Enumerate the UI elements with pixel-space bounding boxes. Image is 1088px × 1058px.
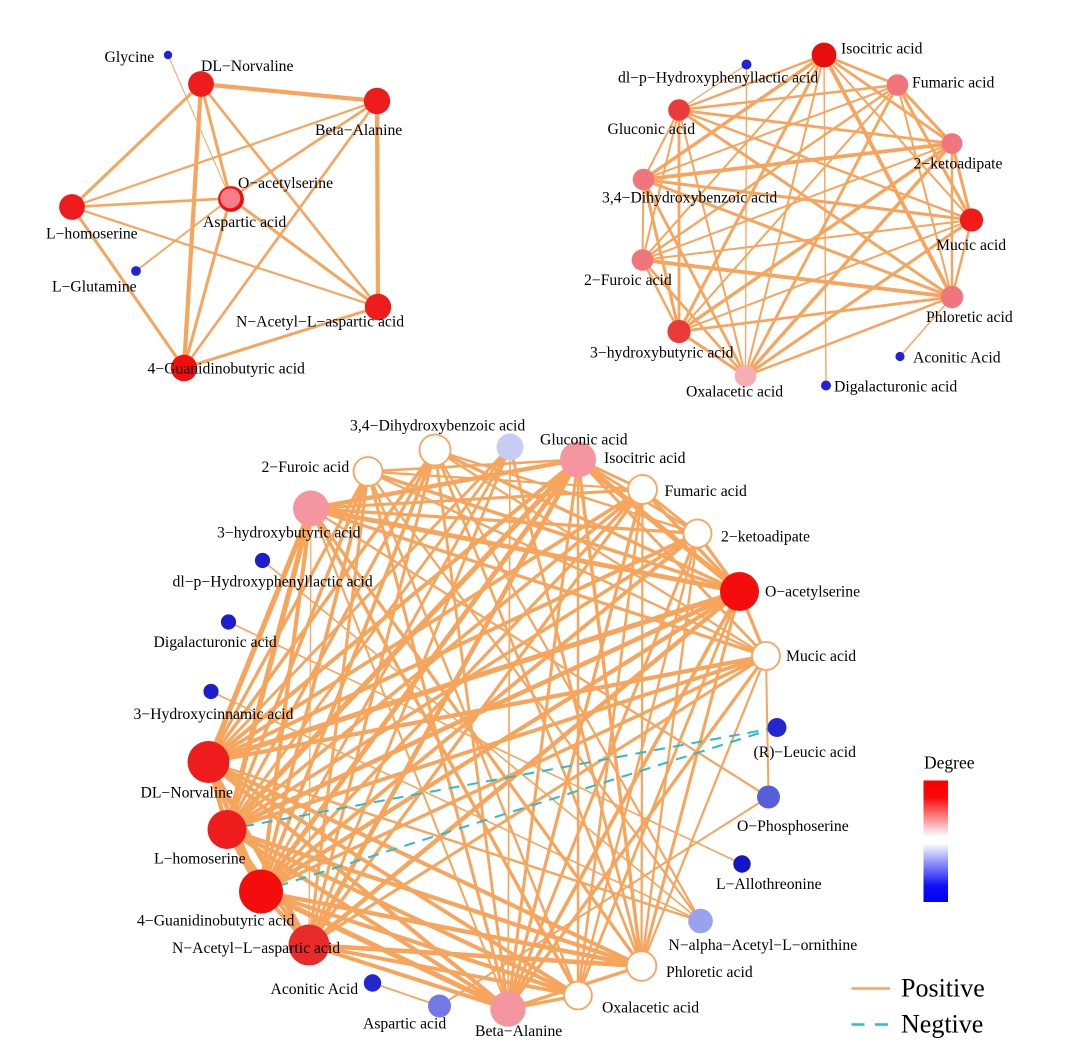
svg-text:Aspartic acid: Aspartic acid: [363, 1016, 446, 1033]
svg-text:Oxalacetic acid: Oxalacetic acid: [602, 1000, 699, 1017]
svg-text:2−ketoadipate: 2−ketoadipate: [914, 156, 1003, 173]
svg-text:Degree: Degree: [924, 753, 975, 773]
svg-text:Isocitric acid: Isocitric acid: [604, 450, 686, 467]
svg-text:Gluconic acid: Gluconic acid: [608, 121, 696, 138]
svg-text:Negtive: Negtive: [901, 1010, 983, 1039]
svg-text:Mucic acid: Mucic acid: [936, 237, 1006, 254]
svg-text:Digalacturonic acid: Digalacturonic acid: [154, 634, 277, 651]
svg-text:3−hydroxybutyric acid: 3−hydroxybutyric acid: [590, 345, 734, 362]
svg-text:DL−Norvaline: DL−Norvaline: [201, 58, 294, 75]
svg-text:O−acetylserine: O−acetylserine: [765, 584, 860, 601]
svg-text:N−alpha−Acetyl−L−ornithine: N−alpha−Acetyl−L−ornithine: [669, 937, 858, 954]
svg-text:2−ketoadipate: 2−ketoadipate: [721, 529, 810, 546]
svg-text:Aconitic Acid: Aconitic Acid: [913, 350, 1001, 367]
svg-text:Isocitric acid: Isocitric acid: [841, 41, 923, 58]
svg-text:Phloretic acid: Phloretic acid: [926, 309, 1013, 326]
svg-text:dl−p−Hydroxyphenyllactic acid: dl−p−Hydroxyphenyllactic acid: [618, 70, 818, 87]
svg-text:DL−Norvaline: DL−Norvaline: [141, 785, 234, 802]
svg-text:Oxalacetic acid: Oxalacetic acid: [686, 384, 783, 401]
svg-text:3−hydroxybutyric acid: 3−hydroxybutyric acid: [217, 525, 361, 542]
svg-text:2−Furoic acid: 2−Furoic acid: [262, 459, 350, 476]
svg-text:Gluconic acid: Gluconic acid: [540, 432, 628, 449]
svg-text:O−Phosphoserine: O−Phosphoserine: [737, 818, 849, 835]
svg-text:Glycine: Glycine: [105, 49, 155, 66]
svg-text:L−homoserine: L−homoserine: [46, 226, 138, 243]
svg-text:Fumaric acid: Fumaric acid: [665, 483, 747, 500]
svg-text:Mucic acid: Mucic acid: [786, 648, 856, 665]
svg-text:3,4−Dihydroxybenzoic acid: 3,4−Dihydroxybenzoic acid: [602, 190, 777, 207]
svg-text:3−Hydroxycinnamic acid: 3−Hydroxycinnamic acid: [134, 706, 294, 723]
svg-text:dl−p−Hydroxyphenyllactic acid: dl−p−Hydroxyphenyllactic acid: [173, 574, 373, 591]
svg-text:3,4−Dihydroxybenzoic acid: 3,4−Dihydroxybenzoic acid: [350, 418, 525, 435]
svg-text:L−Allothreonine: L−Allothreonine: [716, 876, 822, 893]
svg-text:N−Acetyl−L−aspartic acid: N−Acetyl−L−aspartic acid: [236, 314, 404, 331]
svg-text:Beta−Alanine: Beta−Alanine: [475, 1023, 562, 1040]
svg-text:2−Furoic acid: 2−Furoic acid: [584, 272, 672, 289]
svg-text:O−acetylserine: O−acetylserine: [238, 175, 333, 192]
svg-text:Fumaric acid: Fumaric acid: [912, 75, 994, 92]
svg-text:N−Acetyl−L−aspartic acid: N−Acetyl−L−aspartic acid: [172, 940, 340, 957]
svg-text:(R)−Leucic acid: (R)−Leucic acid: [754, 744, 857, 761]
svg-text:Aspartic acid: Aspartic acid: [203, 214, 286, 231]
svg-text:Positive: Positive: [901, 974, 985, 1003]
svg-text:L−Glutamine: L−Glutamine: [52, 279, 137, 296]
svg-text:L−homoserine: L−homoserine: [154, 851, 246, 868]
svg-text:Digalacturonic acid: Digalacturonic acid: [834, 379, 957, 396]
svg-text:Phloretic acid: Phloretic acid: [666, 964, 753, 981]
svg-text:4−Guanidinobutyric acid: 4−Guanidinobutyric acid: [137, 913, 295, 930]
svg-text:Beta−Alanine: Beta−Alanine: [315, 122, 402, 139]
svg-text:4−Guanidinobutyric acid: 4−Guanidinobutyric acid: [148, 361, 306, 378]
svg-text:Aconitic Acid: Aconitic Acid: [271, 981, 359, 998]
